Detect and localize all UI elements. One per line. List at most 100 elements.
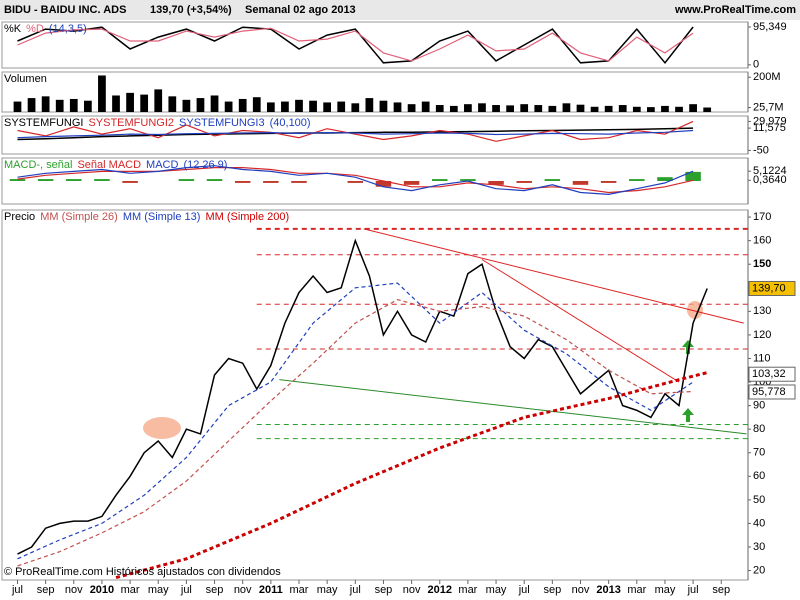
- price-tag-label: 95,778: [752, 386, 786, 398]
- bar: [647, 107, 655, 112]
- bar: [516, 181, 532, 183]
- bar: [252, 97, 261, 112]
- bar: [544, 179, 561, 181]
- bar: [13, 101, 22, 112]
- bar: [263, 181, 279, 183]
- legend-label: %K: [4, 23, 22, 35]
- bar: [210, 95, 219, 112]
- bar: [632, 106, 641, 112]
- bar: [281, 101, 289, 112]
- bar: [562, 103, 571, 112]
- y-tick-label: 40: [753, 517, 765, 529]
- y-tick-label: 200M: [753, 71, 781, 83]
- series-line: [17, 129, 694, 139]
- bar: [590, 106, 599, 112]
- x-tick-label: jul: [687, 584, 699, 596]
- bar: [492, 105, 500, 112]
- trend-line: [481, 259, 680, 383]
- header-bar: [0, 0, 800, 20]
- x-tick-label: jul: [518, 584, 530, 596]
- bar: [196, 98, 205, 112]
- x-tick-label: jul: [11, 584, 23, 596]
- y-tick-label: 170: [753, 211, 771, 223]
- y-tick-label: 25,7M: [753, 101, 784, 113]
- bar: [534, 105, 543, 112]
- legend-label: (12 26 9): [183, 159, 227, 171]
- bar: [703, 107, 712, 112]
- bar: [323, 102, 332, 112]
- x-tick-label: 2013: [596, 584, 620, 596]
- y-tick-label: -50: [753, 144, 769, 156]
- x-tick-label: mar: [121, 584, 140, 596]
- bar: [238, 98, 247, 112]
- legend-label: MACD: [146, 159, 178, 171]
- series-line: [17, 165, 694, 196]
- y-tick-label: 0,3640: [753, 174, 787, 186]
- x-tick-label: jul: [180, 584, 192, 596]
- x-tick-label: 2010: [90, 584, 114, 596]
- bar: [98, 75, 106, 112]
- price-tag: [748, 280, 796, 296]
- legend-label: (40,100): [270, 117, 311, 129]
- price-tag-label: 139,70: [752, 282, 786, 294]
- bar: [393, 102, 402, 112]
- bar: [140, 94, 149, 112]
- y-tick-label: 80: [753, 423, 765, 435]
- bar: [685, 171, 701, 181]
- series-line: [17, 282, 694, 560]
- y-tick-label: 70: [753, 447, 765, 459]
- bar: [379, 100, 388, 112]
- bar: [83, 100, 92, 112]
- bar: [689, 104, 697, 112]
- y-tick-label: 0: [753, 59, 759, 71]
- bar: [154, 89, 163, 112]
- series-line: [17, 26, 694, 64]
- symbol: BIDU - BAIDU INC. ADS: [4, 4, 126, 16]
- price-tag: [748, 384, 796, 400]
- site: www.ProRealTime.com: [674, 4, 796, 16]
- bar: [291, 181, 307, 183]
- legend-label: MM (Simple 200): [205, 211, 289, 223]
- bar: [657, 177, 673, 181]
- x-tick-label: jul: [349, 584, 361, 596]
- panel: [1, 209, 749, 581]
- x-tick-label: mar: [458, 584, 477, 596]
- bar: [460, 179, 476, 181]
- x-tick-label: may: [148, 584, 169, 596]
- bar: [112, 95, 120, 112]
- bar: [295, 99, 303, 112]
- bar: [37, 179, 54, 181]
- footer: © ProRealTime.com Históricos ajustados c…: [4, 566, 281, 578]
- bar: [464, 104, 472, 112]
- bar: [506, 105, 514, 112]
- bar: [351, 103, 360, 112]
- arrow: [682, 340, 694, 354]
- bar: [375, 181, 392, 187]
- bar: [126, 92, 134, 112]
- y-tick-label: 110: [753, 352, 771, 364]
- price: 139,70 (+3,54%): [150, 4, 232, 16]
- bar: [168, 96, 177, 112]
- x-tick-label: nov: [234, 584, 252, 596]
- x-tick-label: may: [655, 584, 676, 596]
- x-tick-label: sep: [206, 584, 224, 596]
- bar: [478, 103, 486, 112]
- y-tick-label: 60: [753, 470, 765, 482]
- bar: [421, 101, 430, 112]
- bar: [55, 99, 64, 112]
- bar: [629, 179, 645, 181]
- period: Semanal 02 ago 2013: [245, 4, 356, 16]
- bar: [488, 181, 504, 185]
- bar: [520, 104, 529, 112]
- bar: [548, 105, 557, 112]
- legend-label: MM (Simple 13): [123, 211, 201, 223]
- bar: [407, 104, 416, 112]
- x-tick-label: sep: [375, 584, 393, 596]
- bar: [224, 101, 233, 112]
- bar: [604, 105, 613, 112]
- y-tick-label: 120: [753, 329, 771, 341]
- x-tick-label: 2012: [428, 584, 452, 596]
- bar: [27, 98, 36, 112]
- series-line: [17, 120, 694, 142]
